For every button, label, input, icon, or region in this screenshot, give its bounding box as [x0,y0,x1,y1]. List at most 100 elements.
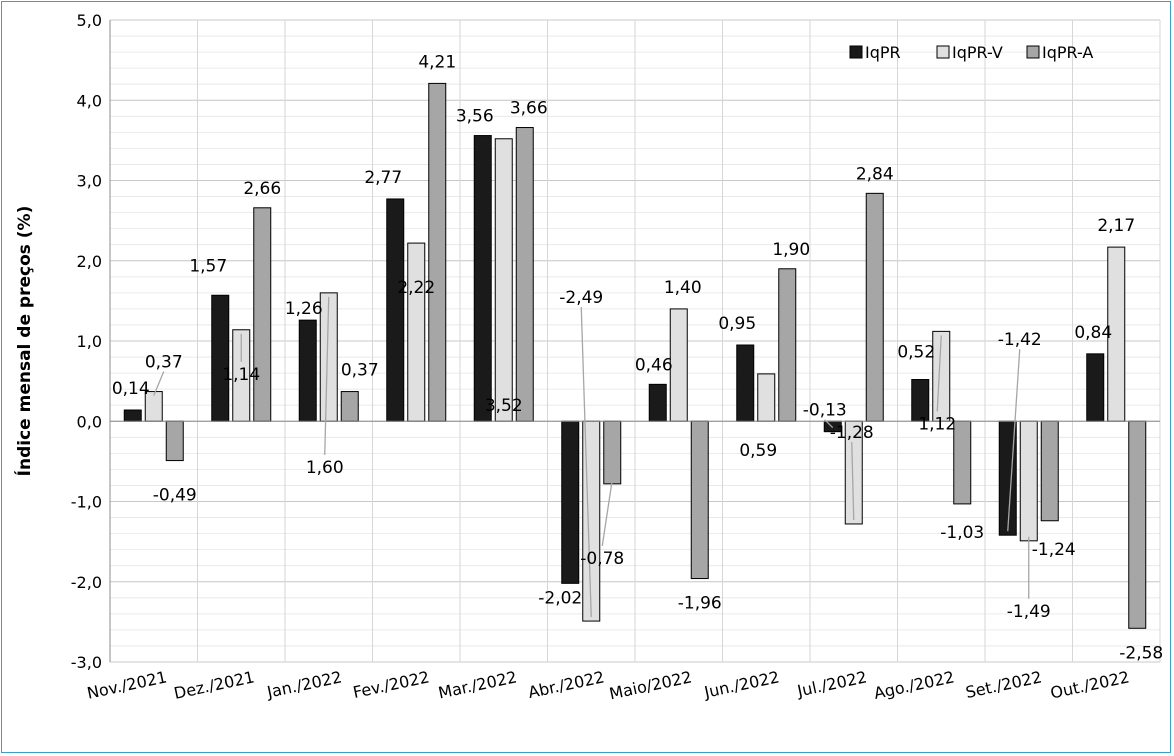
data-label: 1,12 [918,414,956,434]
data-label: -2,58 [1119,643,1163,663]
x-tick-label: Abr./2022 [526,667,606,702]
data-label: -0,78 [580,549,624,569]
x-tick-label: Fev./2022 [351,667,431,702]
leader-line [324,296,330,455]
bar [561,420,580,584]
bar [407,242,426,422]
data-label: 2,17 [1097,216,1135,236]
data-label: -1,28 [830,423,874,443]
y-tick-label: -1,0 [71,493,102,512]
x-tick-label: Mar./2022 [436,667,518,702]
data-label: 2,22 [397,278,435,298]
y-tick-label: 2,0 [77,252,102,271]
bar [1128,420,1147,629]
x-tick-label: Nov./2021 [85,667,168,702]
data-label: 0,52 [897,343,935,363]
x-tick-label: Ago./2022 [872,667,956,703]
data-label: 1,26 [285,299,323,319]
data-label: 0,37 [341,361,379,381]
leader-lines [153,296,1030,618]
leader-line [936,335,942,412]
bar [778,268,797,422]
data-label: 0,84 [1074,323,1112,343]
x-tick-label: Set./2022 [964,667,1044,702]
data-label: 3,52 [485,396,523,416]
leader-line [851,441,855,520]
y-tick-label: -3,0 [71,653,102,672]
x-tick-label: Maio/2022 [608,667,694,703]
data-label: 2,66 [243,179,281,199]
bars [123,82,1147,629]
legend: IqPR IqPR-V IqPR-A [849,43,1093,62]
data-label: 1,40 [664,278,702,298]
bar [736,344,755,422]
leader-line [580,307,592,618]
bar [253,207,272,422]
legend-entry: IqPR-A [1042,43,1093,62]
y-tick-label: 5,0 [77,11,102,30]
data-label: -1,49 [1007,602,1051,622]
bar [298,319,317,422]
bar [669,308,688,422]
data-label: 2,84 [856,164,894,184]
leader-line [153,371,165,396]
legend-entry: IqPR [865,43,901,62]
data-label: 0,95 [718,314,756,334]
bar [494,138,513,422]
bar [1019,420,1038,542]
data-label: -1,03 [940,523,984,543]
data-label: 4,21 [418,52,456,72]
y-axis-label: Índice mensal de preços (%) [13,206,35,477]
data-label: -1,42 [998,330,1042,350]
bar [165,420,184,462]
bar [690,420,709,580]
data-label: -2,49 [559,288,603,308]
data-label: 0,14 [112,379,150,399]
data-label: 0,46 [635,355,673,375]
y-tick-label: 0,0 [77,412,102,431]
x-tick-label: Jan./2022 [264,667,343,702]
bar [757,373,776,422]
x-tick-label: Jun./2022 [702,667,781,702]
data-label: 2,77 [364,168,402,188]
bar [603,420,622,485]
data-label: 1,90 [772,240,810,260]
bar [386,198,405,422]
bar [428,82,447,422]
data-label: -1,96 [678,594,722,614]
data-label: 1,60 [306,458,344,478]
bar [1040,420,1059,522]
legend-swatch [936,45,950,59]
legend-swatch [849,45,863,59]
legend-entry: IqPR-V [952,43,1003,62]
bar [211,294,230,422]
x-tick-label: Jul./2022 [795,667,869,700]
x-tick-label: Out./2022 [1049,667,1131,702]
bar [865,192,884,422]
data-label: -1,24 [1032,540,1076,560]
data-label: 1,14 [222,365,260,385]
leader-line [824,419,834,429]
data-label: 3,66 [510,99,548,119]
grid-lines [109,19,1161,663]
y-tick-label: -2,0 [71,573,102,592]
y-tick-label: 1,0 [77,332,102,351]
data-label: 0,59 [739,441,777,461]
legend-swatch [1026,45,1040,59]
y-tick-label: 3,0 [77,172,102,191]
data-label: -2,02 [538,588,582,608]
bar [340,391,359,422]
y-tick-label: 4,0 [77,91,102,110]
bar [123,409,142,422]
data-label: 3,56 [456,107,494,127]
data-labels: 0,14 1,57 1,26 2,77 3,56 -2,02 0,46 0,95 -0,13 0,… [112,52,1163,663]
data-label: -0,49 [153,486,197,506]
data-label: 1,57 [189,256,227,276]
data-label: 0,37 [145,353,183,373]
bar [648,383,667,422]
bar [953,420,972,505]
leader-line [601,479,613,546]
bar [473,135,492,422]
